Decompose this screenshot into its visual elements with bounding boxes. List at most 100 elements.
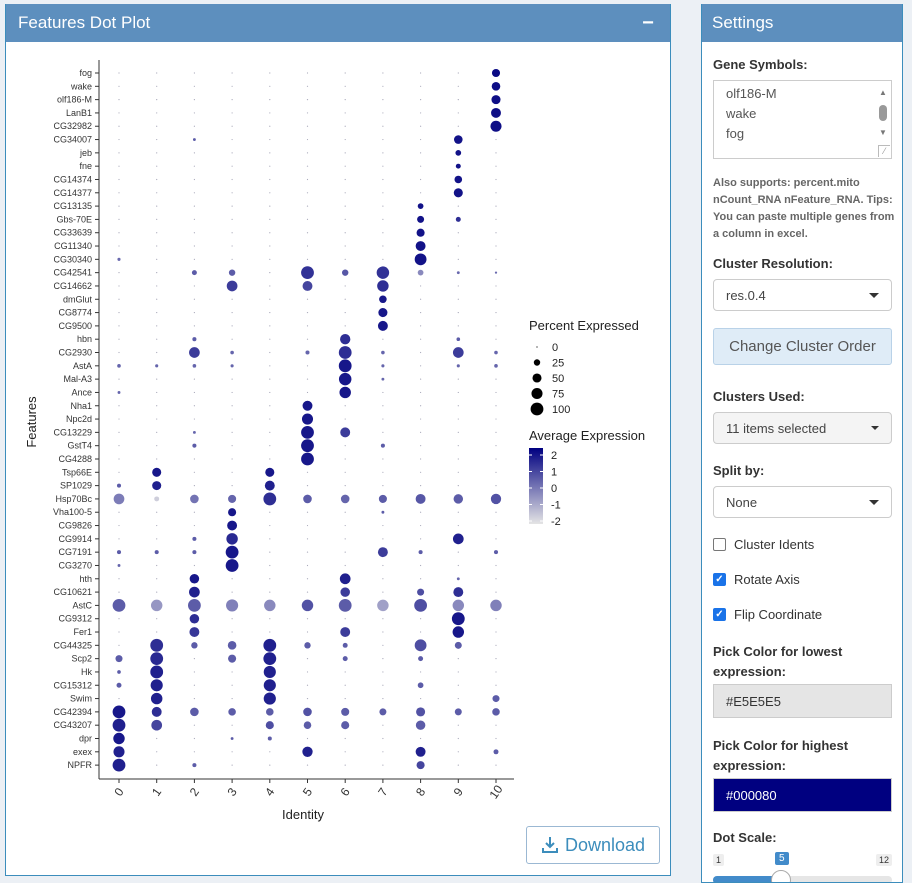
feature-tick-label: Hsp70Bc [55,494,92,504]
dot-empty [193,751,195,753]
expression-dot [338,359,352,373]
dot-empty [382,644,384,646]
dot-empty [495,644,497,646]
caret-down-icon [869,292,879,298]
dot-empty [231,112,233,114]
dot-empty [344,764,346,766]
dot-empty [344,152,346,154]
dot-empty [420,152,422,154]
expression-dot [189,627,200,637]
dot-empty [156,165,158,167]
feature-tick-label: Vha100-5 [53,507,92,517]
expression-dot [417,203,424,209]
dot-scale-track[interactable] [713,876,892,882]
expression-dot [301,266,314,280]
dot-empty [495,737,497,740]
expression-dot [115,655,123,663]
size-legend-label: 0 [552,342,558,354]
expression-dot [380,443,385,448]
expression-dot [455,163,461,169]
dot-empty [193,245,195,247]
dot-empty [382,538,384,540]
gene-symbols-textarea[interactable]: olf186-M wake fog ▲ ▼ ⁄ [713,80,892,159]
scroll-thumb[interactable] [879,105,887,121]
dot-empty [306,378,309,380]
dot-empty [344,178,346,181]
dot-empty [269,551,271,553]
dot-empty [156,178,158,181]
expression-dot [263,692,276,705]
dot-empty [495,445,497,447]
expression-dot [267,736,272,741]
expression-dot [113,746,125,758]
expression-dot [493,550,499,555]
dot-empty [193,391,195,394]
scroll-up-icon[interactable]: ▲ [879,88,887,97]
expression-dot [414,253,427,266]
dot-empty [382,125,384,127]
textarea-scrollbar[interactable]: ▲ ▼ [877,83,889,143]
resize-grip-icon[interactable]: ⁄ [878,145,890,157]
expression-dot [377,280,389,292]
dot-empty [344,418,346,420]
dot-empty [495,152,497,154]
expression-dot [190,494,199,504]
dot-empty [382,72,384,74]
dot-empty [344,445,346,447]
expression-dot [263,665,276,679]
cluster-resolution-label: Cluster Resolution: [713,256,833,271]
dot-empty [306,245,309,247]
change-cluster-order-button[interactable]: Change Cluster Order [713,328,892,365]
cluster-resolution-select[interactable]: res.0.4 [713,279,892,311]
dot-empty [344,258,346,260]
feature-tick-label: CG32982 [53,121,92,131]
expression-dot [117,364,121,368]
expression-dot [494,271,498,274]
dot-empty [344,285,346,287]
dot-empty [495,631,497,633]
dot-empty [231,391,233,394]
flip-coordinate-checkbox[interactable]: ✓ [713,608,726,621]
dot-empty [382,591,384,593]
expression-dot [417,269,424,276]
rotate-axis-checkbox-row[interactable]: ✓ Rotate Axis [713,572,800,587]
scroll-down-icon[interactable]: ▼ [879,128,887,137]
collapse-icon[interactable]: − [642,11,654,34]
rotate-axis-label: Rotate Axis [734,572,800,587]
expression-dot [417,215,425,223]
flip-coordinate-checkbox-row[interactable]: ✓ Flip Coordinate [713,607,822,622]
low-color-input[interactable]: #E5E5E5 [713,684,892,718]
dot-empty [420,458,422,460]
expression-dot [340,427,351,438]
cluster-idents-checkbox[interactable] [713,538,726,551]
expression-dot [490,120,502,132]
cluster-tick-label: 3 [224,785,239,799]
dot-empty [156,511,158,513]
feature-tick-label: CG42541 [53,268,92,278]
dot-empty [269,351,271,354]
expression-dot [491,107,501,118]
feature-tick-label: dmGlut [63,294,93,304]
dot-empty [231,192,233,194]
download-button[interactable]: Download [526,826,660,864]
high-color-input[interactable]: #000080 [713,778,892,812]
dot-empty [306,471,309,473]
dot-empty [306,551,309,553]
cluster-idents-checkbox-row[interactable]: Cluster Idents [713,537,814,552]
color-legend-title: Average Expression [529,428,645,443]
dot-scale-handle[interactable] [771,870,791,882]
dot-empty [269,192,271,194]
dot-empty [457,125,459,127]
expression-dot [455,149,462,156]
expression-dot [192,536,197,541]
dot-empty [344,298,346,300]
dot-empty [156,272,158,274]
clusters-used-select[interactable]: 11 items selected [713,412,892,444]
dot-empty [269,391,271,394]
dot-empty [118,378,120,380]
expression-dot [379,295,387,304]
expression-dot [301,425,314,439]
split-by-select[interactable]: None [713,486,892,518]
dot-empty [269,258,271,260]
rotate-axis-checkbox[interactable]: ✓ [713,573,726,586]
